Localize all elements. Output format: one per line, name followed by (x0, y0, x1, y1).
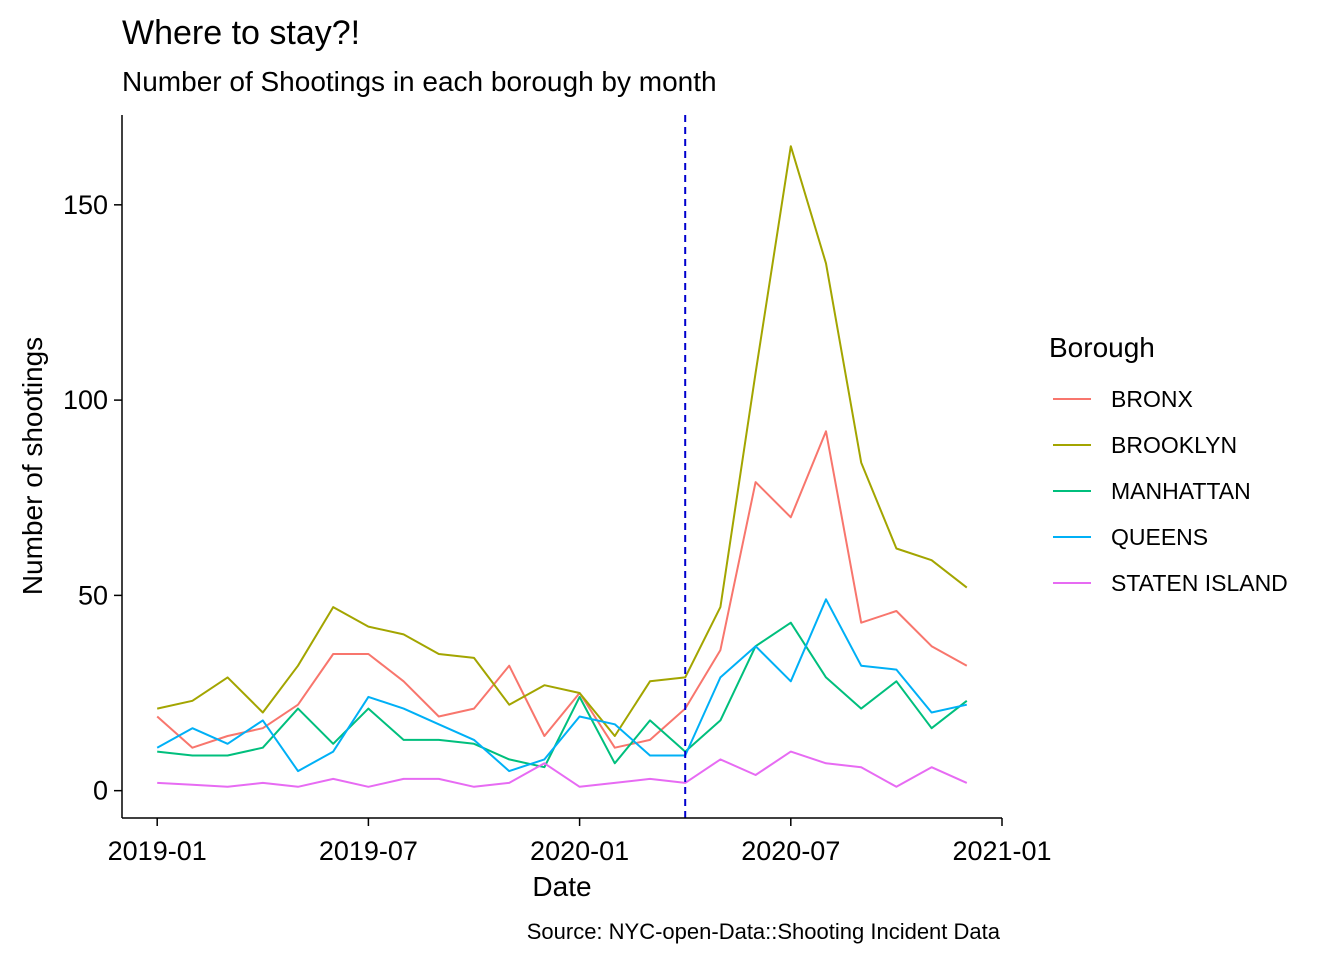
y-axis-ticks: 0 50 100 150 (63, 190, 122, 806)
legend-item-bronx: BRONX (1053, 386, 1193, 412)
legend-item-queens: QUEENS (1053, 524, 1208, 550)
x-axis-title: Date (532, 871, 591, 902)
legend-item-manhattan: MANHATTAN (1053, 478, 1251, 504)
legend-label-brooklyn: BROOKLYN (1111, 432, 1237, 458)
chart-subtitle: Number of Shootings in each borough by m… (122, 66, 717, 97)
legend-label-bronx: BRONX (1111, 386, 1193, 412)
caption: Source: NYC-open-Data::Shooting Incident… (527, 919, 1001, 944)
legend-label-manhattan: MANHATTAN (1111, 478, 1251, 504)
series-line-queens (156, 598, 968, 773)
x-tick-label: 2019-01 (108, 836, 207, 866)
legend-label-staten-island: STATEN ISLAND (1111, 570, 1288, 596)
y-tick-label: 0 (93, 776, 108, 806)
y-tick-label: 100 (63, 385, 108, 415)
plot-panel (156, 115, 968, 818)
x-tick-label: 2021-01 (952, 836, 1051, 866)
series-line-bronx (156, 430, 968, 749)
x-axis-ticks: 2019-01 2019-07 2020-01 2020-07 2021-01 (108, 818, 1052, 866)
chart-title: Where to stay?! (122, 14, 360, 52)
legend-item-brooklyn: BROOKLYN (1053, 432, 1237, 458)
legend-items: BRONX BROOKLYN MANHATTAN QUEENS STATEN ISLAN… (1053, 386, 1288, 596)
y-tick-label: 50 (78, 580, 108, 610)
legend-label-queens: QUEENS (1111, 524, 1208, 550)
x-tick-label: 2020-01 (530, 836, 629, 866)
series-line-manhattan (157, 621, 968, 769)
y-tick-label: 150 (63, 190, 108, 220)
series-layer (156, 145, 968, 788)
series-line-staten-island (157, 750, 968, 788)
x-tick-label: 2020-07 (741, 836, 840, 866)
x-tick-label: 2019-07 (319, 836, 418, 866)
series-line-brooklyn (156, 145, 968, 737)
legend-item-staten-island: STATEN ISLAND (1053, 570, 1288, 596)
y-axis-title: Number of shootings (17, 337, 48, 595)
legend: Borough BRONX BROOKLYN MANHATTAN QUEENS STAT… (1049, 332, 1288, 596)
legend-title: Borough (1049, 332, 1155, 363)
